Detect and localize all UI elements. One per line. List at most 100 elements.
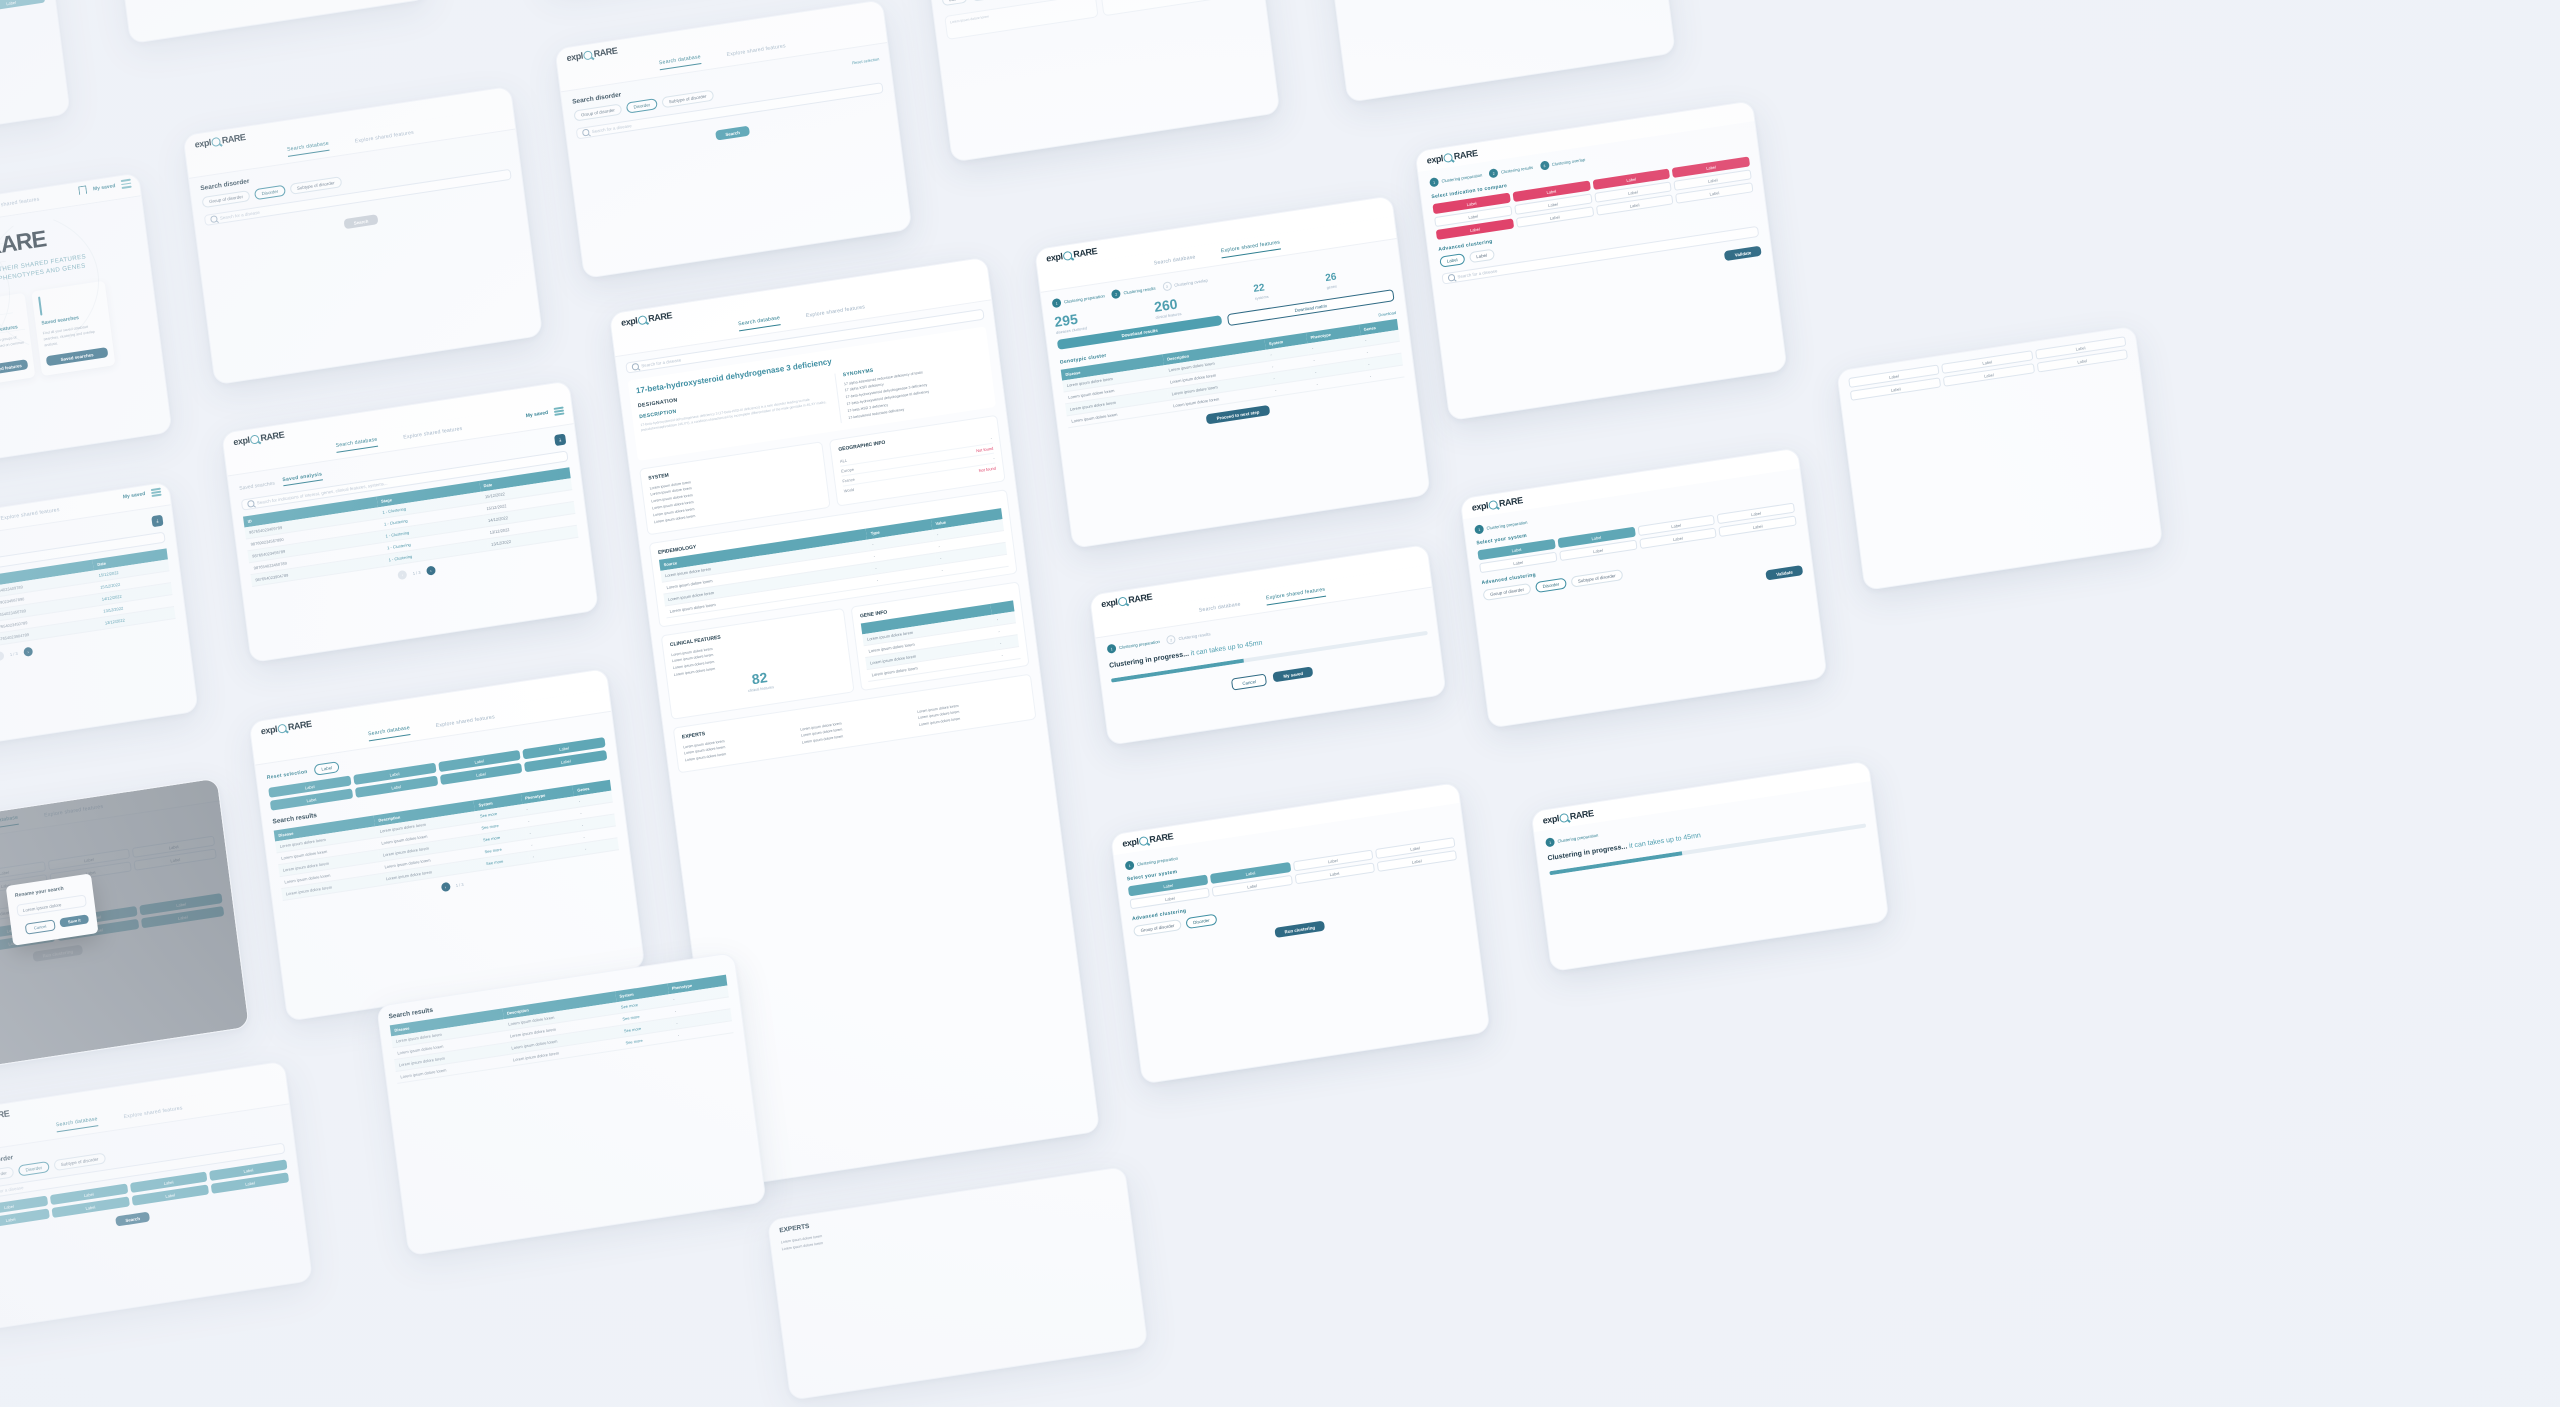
rename-search-modal[interactable]: Rename your search Lorem ipsum dolore Ca… (5, 873, 99, 946)
tab-search-database[interactable]: Search database (1198, 601, 1242, 614)
chip-group-of-disorder[interactable]: Group of disorder (201, 190, 251, 209)
step-clustering-results[interactable]: 2 Clustering results (1111, 284, 1156, 300)
screen-search-results-d2[interactable]: expl RARE Search database Explore shared… (248, 667, 646, 1022)
save-it-button[interactable]: Save it (59, 914, 90, 928)
my-saved-link[interactable]: My saved (122, 491, 146, 501)
screen-blank-a2[interactable] (110, 0, 429, 45)
saved-searches-button[interactable]: Saved searches (45, 347, 109, 367)
screen-home-hero[interactable]: Search database Explore shared features … (0, 172, 173, 482)
screen-search-disorder-d5[interactable]: expl RARE 1 Clustering preparation Select… (1459, 447, 1828, 729)
step-clustering-results[interactable]: 2 Clustering results (1166, 629, 1211, 645)
chip-list[interactable]: Label (313, 761, 340, 776)
tab-search-database[interactable]: Search database (286, 140, 330, 157)
tab-explore-shared-features[interactable]: Explore shared features (435, 714, 496, 730)
step-clustering-preparation[interactable]: 1 Clustering preparation (1545, 831, 1599, 848)
screen-clustering-progress-e4[interactable]: expl RARE 1 Clustering preparation Cluste… (1530, 760, 1890, 973)
next-page-button[interactable]: › (440, 881, 451, 893)
chip-subtype-of-disorder[interactable]: Subtype of disorder (53, 1152, 107, 1172)
tab-explore-shared-features[interactable]: Explore shared features (1220, 239, 1281, 259)
tab-saved-analysis[interactable]: Saved analysis (282, 471, 323, 487)
info-card[interactable]: Lorem ipsum dolore lorem (1099, 0, 1254, 17)
screen-explore-labels-a[interactable]: Search database Explore shared features … (0, 0, 71, 160)
step-clustering-preparation[interactable]: 1 Clustering preparation (1051, 291, 1106, 309)
step-clustering-preparation[interactable]: 1 Clustering preparation (1106, 637, 1161, 654)
screen-search-disorder-b3[interactable]: expl RARE Search database Explore shared… (554, 0, 913, 279)
tab-search-database[interactable]: Search database (55, 1116, 99, 1133)
tab-search-database[interactable]: Search database (737, 315, 781, 332)
my-saved-link[interactable]: My saved (92, 182, 116, 192)
info-card[interactable]: Lorem ipsum dolore lorem (944, 0, 1099, 40)
hamburger-icon[interactable] (120, 179, 132, 189)
next-page-button[interactable]: › (23, 646, 34, 657)
chip-genes[interactable]: Label (970, 0, 997, 2)
cancel-button[interactable]: Cancel (24, 919, 56, 935)
proceed-next-step-button[interactable]: Proceed to next step (1206, 405, 1270, 425)
screen-overlap-select-c5[interactable]: expl RARE 1 Clustering preparation 2 Clust… (1414, 100, 1788, 422)
tab-search-database[interactable]: Search database (335, 436, 379, 453)
chip-group-of-disorder[interactable]: Group of disorder (1132, 918, 1183, 938)
validate-button[interactable]: Validate (1765, 565, 1804, 581)
screen-extra-bottom-center[interactable]: EXPERTS Lorem ipsum dolore lorem Lorem i… (766, 1166, 1149, 1401)
step-clustering-preparation[interactable]: 1 Clustering preparation (1429, 171, 1483, 188)
hamburger-icon[interactable] (553, 406, 565, 416)
step-clustering-results[interactable]: 2 Clustering results (1488, 163, 1534, 179)
explore-shared-features-button[interactable]: Explore shared features (0, 359, 29, 379)
chip-disorder[interactable]: Disorder (1185, 913, 1218, 930)
tab-explore-shared-features[interactable]: Explore shared features (123, 1105, 184, 1121)
search-button[interactable]: Search (114, 1211, 151, 1227)
screen-search-results-e2[interactable]: Search results Disease Description Syste… (376, 952, 767, 1257)
search-button[interactable]: Search (714, 125, 751, 141)
tab-search-database[interactable]: Search database (1153, 254, 1196, 267)
validate-button[interactable]: Validate (1724, 245, 1762, 262)
chip-phenotype[interactable]: Label (1468, 248, 1495, 264)
screen-saved-searches-c1[interactable]: Search database Explore shared features … (0, 481, 199, 765)
screen-search-results-e3[interactable]: expl RARE 1 Clustering preparation Select… (1110, 781, 1491, 1085)
my-saved-link[interactable]: My saved (525, 409, 549, 420)
prev-page-button[interactable]: ‹ (397, 569, 408, 581)
download-link[interactable]: Download (1378, 309, 1397, 318)
tab-explore-shared-features[interactable]: Explore shared features (354, 129, 415, 145)
screen-extra-right-bottom[interactable]: Label Label Label Label Label Label (1836, 325, 2164, 591)
reset-selection-link[interactable]: Reset selection (851, 55, 880, 65)
tab-search-database[interactable]: Search database (658, 54, 702, 71)
nav-right[interactable]: My saved (525, 406, 565, 420)
tab-search-database[interactable]: Search database (367, 725, 411, 742)
nav-right[interactable]: My saved (122, 487, 162, 502)
screen-rename-modal[interactable]: Search database Explore shared features … (0, 777, 250, 1082)
step-clustering-overlap[interactable]: 3 Clustering overlap (1161, 276, 1208, 292)
chip-subtype-of-disorder[interactable]: Subtype of disorder (289, 176, 343, 195)
chip-disorder[interactable]: Disorder (1535, 577, 1567, 594)
tab-explore-shared-features[interactable]: Explore shared features (403, 425, 463, 441)
tab-explore-shared-features[interactable]: Explore shared features (0, 506, 61, 522)
chip-group-of-disorder[interactable]: Group of disorder (1482, 582, 1532, 602)
screen-saved-analysis-c2[interactable]: expl RARE Search database Explore shared… (221, 380, 599, 664)
rename-input[interactable]: Lorem ipsum dolore (16, 894, 87, 917)
download-icon[interactable]: ⤓ (554, 433, 567, 447)
tab-explore-shared-features[interactable]: Explore shared features (726, 43, 787, 59)
hamburger-icon[interactable] (150, 487, 162, 498)
tab-saved-searches[interactable]: Saved searches (238, 480, 276, 492)
screen-clustering-progress-d4[interactable]: expl RARE Search database Explore shared… (1088, 543, 1447, 746)
tab-explore-shared-features[interactable]: Explore shared features (805, 304, 866, 320)
chip-disorder[interactable]: Disorder (254, 184, 286, 201)
prev-page-button[interactable]: ‹ (0, 650, 5, 662)
chip-systems[interactable]: Label (941, 0, 968, 7)
chip-group-of-disorder[interactable]: Group of disorder (0, 1166, 15, 1185)
chip-subtype-of-disorder[interactable]: Subtype of disorder (1570, 569, 1624, 588)
label-grid[interactable]: Label Label Label Label Label Label (1848, 336, 2129, 401)
tab-explore-shared-features[interactable]: Explore shared features (1265, 586, 1327, 606)
chip-genes[interactable]: Label (1439, 253, 1466, 268)
nav-right[interactable]: My saved (78, 179, 132, 196)
next-page-button[interactable]: › (425, 565, 436, 576)
screen-search-disorder-e1[interactable]: expl RARE Search database Explore shared… (0, 1060, 314, 1332)
modal-buttons[interactable]: Cancel Save it (19, 914, 90, 935)
search-button[interactable]: Search (343, 214, 379, 230)
screen-clustering-results-c4[interactable]: expl RARE Search database Explore shared… (1034, 195, 1431, 549)
step-clustering-preparation[interactable]: 1 Clustering preparation (1124, 854, 1179, 871)
run-clustering-button[interactable]: Run clustering (1274, 920, 1326, 939)
screen-search-disorder-b2[interactable]: expl RARE Search database Explore shared… (182, 85, 544, 386)
step-clustering-preparation[interactable]: 1 Clustering preparation (1474, 518, 1528, 535)
step-clustering-overlap[interactable]: 3 Clustering overlap (1539, 155, 1586, 171)
download-icon[interactable]: ⤓ (151, 514, 164, 528)
